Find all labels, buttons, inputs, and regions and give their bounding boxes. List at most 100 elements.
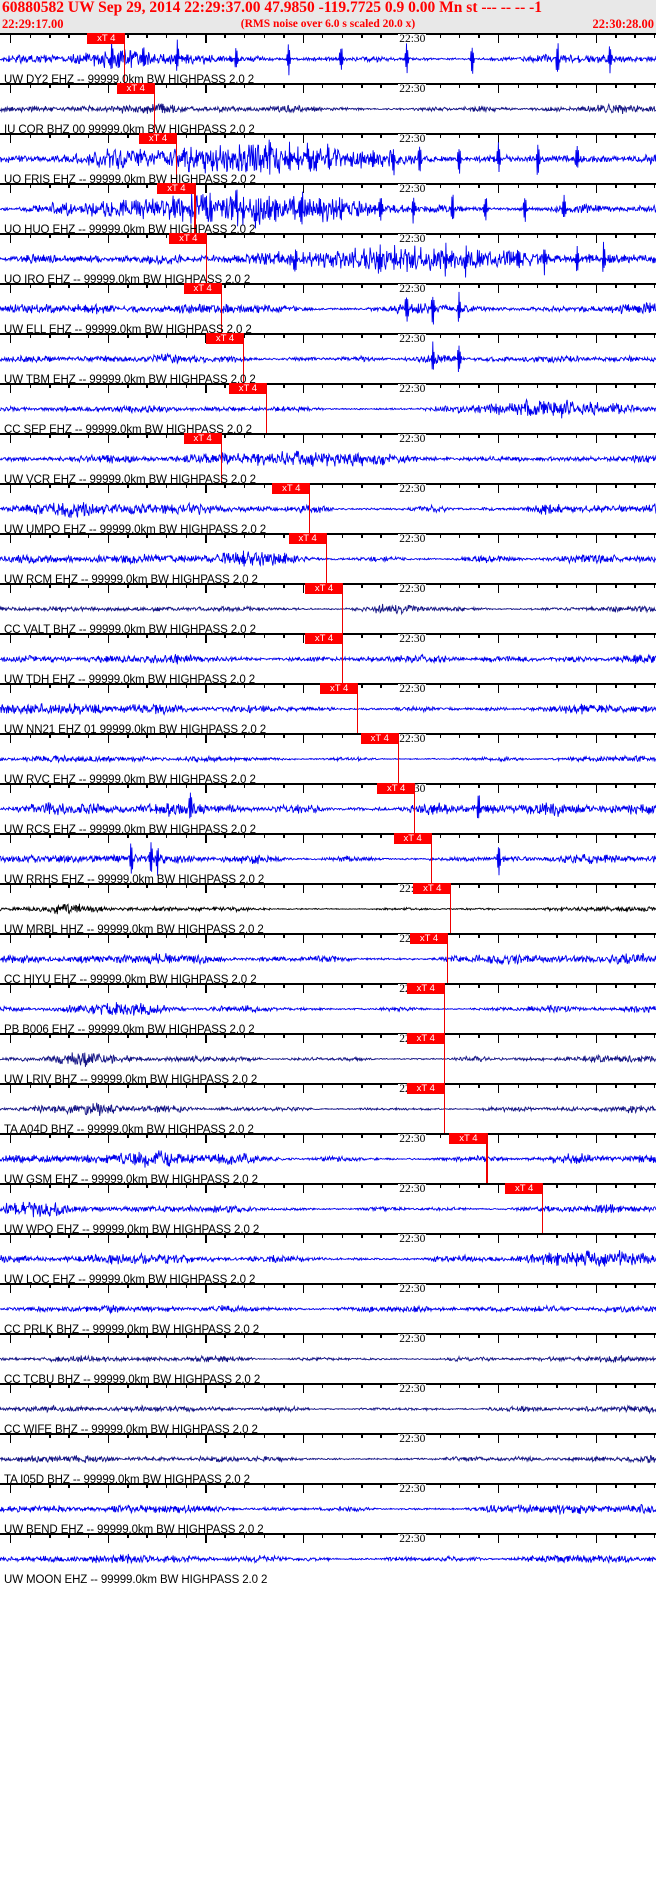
trigger-marker[interactable]: xT 4 xyxy=(183,283,222,294)
axis-tick-minor xyxy=(68,333,70,338)
trigger-marker[interactable]: xT 4 xyxy=(183,433,222,444)
trace-row[interactable]: 22:30 xT 4 UW GSM EHZ -- 99999.0km BW HIGH… xyxy=(0,1133,656,1183)
trigger-marker[interactable]: xT 4 xyxy=(272,483,311,494)
trace-label: CC SEP EHZ -- 99999.0km BW HIGHPASS 2.0 … xyxy=(4,424,252,433)
trigger-stem xyxy=(443,1033,445,1083)
trigger-marker[interactable]: xT 4 xyxy=(406,1083,445,1094)
axis-tick-minor xyxy=(654,583,656,588)
trace-row[interactable]: 22:30 TA I05D BHZ -- 99999.0km BW HIGHPAS… xyxy=(0,1433,656,1483)
axis-tick-minor xyxy=(263,483,266,488)
trigger-marker[interactable]: xT 4 xyxy=(157,183,196,194)
axis-tick-minor xyxy=(29,783,31,788)
trigger-marker[interactable]: xT 4 xyxy=(87,33,126,44)
trigger-marker[interactable]: xT 4 xyxy=(377,783,416,794)
axis-tick-major xyxy=(497,1433,500,1443)
axis-tick-minor xyxy=(165,733,168,738)
trace-row[interactable]: 22:30 xT 4 IU COR BHZ 00 99999.0km BW HIGH… xyxy=(0,83,656,133)
axis-tick-minor xyxy=(654,133,656,138)
axis-tick-minor xyxy=(517,733,519,738)
axis-tick-minor xyxy=(283,1233,285,1238)
axis-tick-minor xyxy=(127,1233,129,1238)
axis-tick-minor xyxy=(634,633,636,638)
trace-label: UW RRHS EHZ -- 99999.0km BW HIGHPASS 2.0… xyxy=(4,874,265,883)
trace-row[interactable]: 22:30 xT 4 UW TBM EHZ -- 99999.0km BW HIGH… xyxy=(0,333,656,383)
axis-tick-minor xyxy=(439,783,441,788)
axis-tick-major xyxy=(595,133,598,143)
axis-baseline xyxy=(0,1133,656,1135)
axis-tick-minor xyxy=(87,583,90,588)
trace-row[interactable]: 22:30 xT 4 UW UMPQ EHZ -- 99999.0km BW HIG… xyxy=(0,483,656,533)
trace-row[interactable]: 22:30 CC WIFE BHZ -- 99999.0km BW HIGHPAS… xyxy=(0,1383,656,1433)
axis-tick-minor xyxy=(29,533,31,538)
trigger-marker[interactable]: xT 4 xyxy=(205,333,244,344)
time-axis: 22:30 xyxy=(0,1383,656,1395)
trigger-marker[interactable]: xT 4 xyxy=(505,1183,544,1194)
trigger-marker[interactable]: xT 4 xyxy=(305,583,344,594)
axis-tick-minor xyxy=(634,283,636,288)
trace-row[interactable]: 22:30 xT 4 UW TDH EHZ -- 99999.0km BW HIGH… xyxy=(0,633,656,683)
trace-row[interactable]: 22:30 xT 4 UW VCR EHZ -- 99999.0km BW HIGH… xyxy=(0,433,656,483)
trace-row[interactable]: 22:30 xT 4 CC SEP EHZ -- 99999.0km BW HIGH… xyxy=(0,383,656,433)
trace-row[interactable]: 22:30 xT 4 UO IRO EHZ -- 99999.0km BW HIGH… xyxy=(0,233,656,283)
time-axis: 22:30 xyxy=(0,1433,656,1445)
trace-row[interactable]: 22:30 xT 4 UW NN21 EHZ 01 99999.0km BW HIG… xyxy=(0,683,656,733)
axis-tick-major xyxy=(497,183,500,193)
trigger-marker[interactable]: xT 4 xyxy=(116,83,155,94)
axis-tick-major xyxy=(303,383,305,393)
axis-tick-minor xyxy=(458,233,460,238)
axis-tick-minor xyxy=(634,83,636,88)
axis-tick-minor xyxy=(29,1083,31,1088)
axis-tick-minor xyxy=(654,1233,656,1238)
trace-row[interactable]: 22:30 CC PRLK BHZ -- 99999.0km BW HIGHPAS… xyxy=(0,1283,656,1333)
trigger-marker[interactable]: xT 4 xyxy=(360,733,399,744)
trace-row[interactable]: 22:30 UW LQC EHZ -- 99999.0km BW HIGHPASS… xyxy=(0,1233,656,1283)
axis-tick-minor xyxy=(146,233,148,238)
trace-row[interactable]: 22:30 UW BEND EHZ -- 99999.0km BW HIGHPAS… xyxy=(0,1483,656,1533)
trace-row[interactable]: 22:30 UW MOON EHZ -- 99999.0km BW HIGHPAS… xyxy=(0,1533,656,1583)
trace-row[interactable]: 22:30 xT 4 UW DY2 EHZ -- 99999.0km BW HIGH… xyxy=(0,33,656,83)
trigger-marker[interactable]: xT 4 xyxy=(406,983,445,994)
trigger-marker[interactable]: xT 4 xyxy=(288,533,327,544)
trace-row[interactable]: 22:30 xT 4 UO FRIS EHZ -- 99999.0km BW HIG… xyxy=(0,133,656,183)
trigger-marker[interactable]: xT 4 xyxy=(320,683,359,694)
trigger-marker[interactable]: xT 4 xyxy=(228,383,267,394)
trigger-marker[interactable]: xT 4 xyxy=(139,133,178,144)
axis-tick-major xyxy=(303,1433,305,1443)
trigger-marker[interactable]: xT 4 xyxy=(413,883,452,894)
trace-row[interactable]: 22:30 CC TCBU BHZ -- 99999.0km BW HIGHPAS… xyxy=(0,1333,656,1383)
trace-row[interactable]: 22:30 xT 4 UW RCM EHZ -- 99999.0km BW HIGH… xyxy=(0,533,656,583)
axis-tick-minor xyxy=(87,333,90,338)
trigger-marker[interactable]: xT 4 xyxy=(406,1033,445,1044)
trace-row[interactable]: 22:30 xT 4 UW RVC EHZ -- 99999.0km BW HIGH… xyxy=(0,733,656,783)
trigger-marker[interactable]: xT 4 xyxy=(449,1133,488,1144)
axis-tick-minor xyxy=(185,983,188,988)
axis-tick-minor xyxy=(29,1433,31,1438)
axis-tick-minor xyxy=(29,1183,31,1188)
trigger-marker[interactable]: xT 4 xyxy=(410,933,448,944)
axis-tick-major xyxy=(9,1483,12,1493)
axis-tick-major xyxy=(497,83,500,93)
time-axis: 22:30 xyxy=(0,433,656,445)
axis-tick-minor xyxy=(127,233,129,238)
axis-tick-major xyxy=(497,1483,500,1493)
axis-tick-minor xyxy=(322,833,324,838)
trace-row[interactable]: 22:30 xT 4 CC VALT BHZ -- 99999.0km BW HIG… xyxy=(0,583,656,633)
trace-row[interactable]: 22:30 xT 4 UW WPO EHZ -- 99999.0km BW HIGH… xyxy=(0,1183,656,1233)
trigger-marker[interactable]: xT 4 xyxy=(305,633,344,644)
trace-row[interactable]: 22:30 xT 4 UO HUQ EHZ -- 99999.0km BW HIGH… xyxy=(0,183,656,233)
axis-tick-major xyxy=(107,933,109,943)
trace-row[interactable]: 22:30 xT 4 UW ELL EHZ -- 99999.0km BW HIGH… xyxy=(0,283,656,333)
axis-tick-minor xyxy=(634,383,636,388)
trigger-marker[interactable]: xT 4 xyxy=(169,233,208,244)
axis-tick-minor xyxy=(380,1133,382,1138)
axis-tick-minor xyxy=(478,1333,480,1338)
axis-tick-minor xyxy=(478,783,480,788)
trigger-marker[interactable]: xT 4 xyxy=(393,833,432,844)
